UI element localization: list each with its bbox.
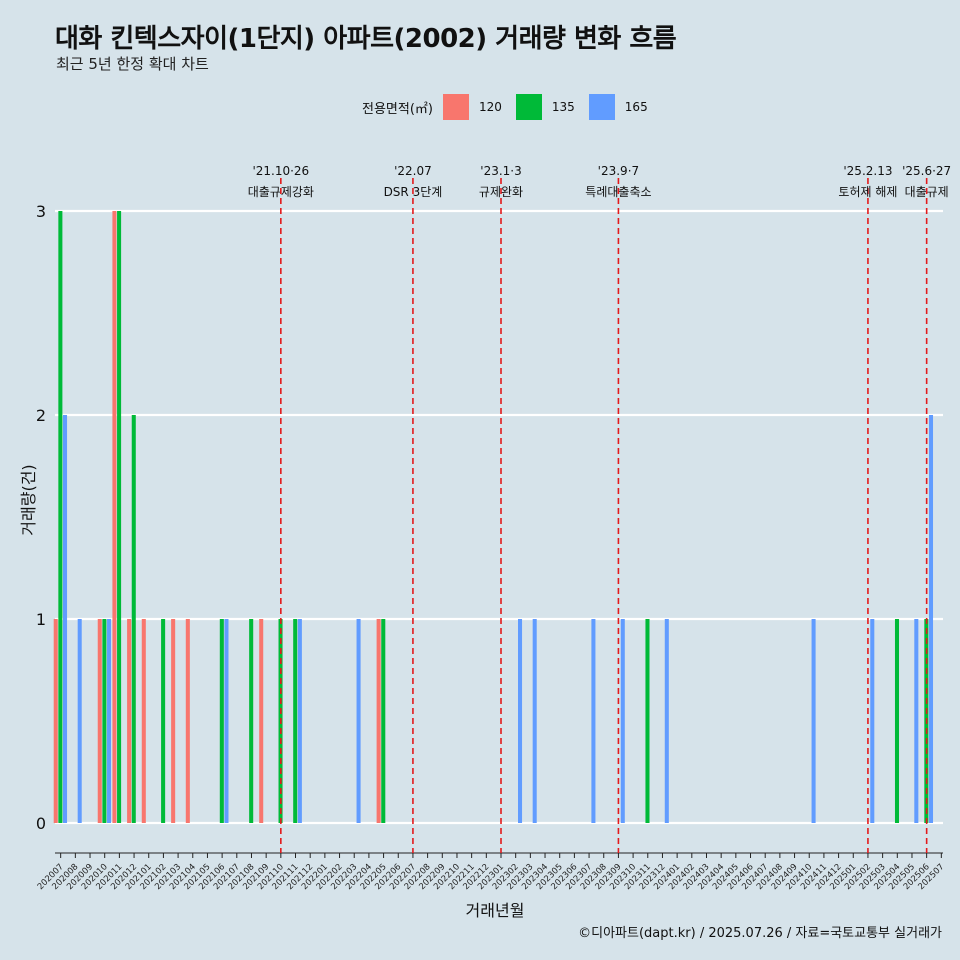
bar-120-202205 <box>376 619 381 823</box>
event-label: 규제완화 <box>479 185 523 199</box>
bar-120-202109 <box>259 619 264 823</box>
bar-135-202007 <box>58 211 63 823</box>
bar-120-202007 <box>53 619 58 823</box>
bar-165-202111 <box>297 619 302 823</box>
event-date: '23.9·7 <box>598 164 639 178</box>
bar-165-202502 <box>870 619 875 823</box>
bar-165-202309 <box>620 619 625 823</box>
chart-title: 대화 킨텍스자이(1단지) 아파트(2002) 거래량 변화 흐름 <box>55 24 677 54</box>
event-label: 토허제 해제 <box>838 185 897 199</box>
bar-165-202010 <box>107 619 112 823</box>
event-label: DSR 3단계 <box>384 185 443 199</box>
legend-label-165: 165 <box>624 100 648 114</box>
bar-120-202010 <box>97 619 102 823</box>
bar-165-202106 <box>224 619 229 823</box>
bar-135-202010 <box>102 619 107 823</box>
legend-item-165: 165 <box>588 94 654 120</box>
source-caption: ©디아파트(dapt.kr) / 2025.07.26 / 자료=국토교통부 실… <box>578 926 942 941</box>
chart-subtitle: 최근 5년 한정 확대 차트 <box>56 55 209 73</box>
x-axis-label: 거래년월 <box>465 901 525 920</box>
bar-120-202012 <box>127 619 132 823</box>
bar-135-202205 <box>381 619 386 823</box>
bar-135-202011 <box>117 211 122 823</box>
bar-120-202104 <box>185 619 190 823</box>
legend-title: 전용면적(㎡) <box>362 101 433 117</box>
legend-label-135: 135 <box>551 100 575 114</box>
bar-165-202303 <box>532 619 537 823</box>
bar-135-202102 <box>161 619 166 823</box>
legend-item-120: 120 <box>442 94 508 120</box>
bar-120-202103 <box>171 619 176 823</box>
legend-swatch-120 <box>442 94 469 120</box>
bar-165-202506 <box>928 415 934 823</box>
bar-135-202106 <box>219 619 224 823</box>
bar-135-202311 <box>645 619 650 823</box>
bar-165-202203 <box>356 619 361 823</box>
legend-label-120: 120 <box>478 100 502 114</box>
event-label: 대출규제 <box>905 185 949 199</box>
legend-swatch-165 <box>588 94 615 120</box>
bar-165-202008 <box>77 619 82 823</box>
bar-135-202111 <box>293 619 298 823</box>
bar-135-202504 <box>894 619 900 823</box>
event-label: 대출규제강화 <box>248 185 314 199</box>
event-date: '25.6·27 <box>902 164 951 178</box>
legend-swatch-135 <box>515 94 542 120</box>
y-tick-label: 2 <box>36 406 46 425</box>
event-date: '25.2.13 <box>843 164 892 178</box>
bar-165-202312 <box>664 619 669 823</box>
legend: 전용면적(㎡) 120 135 165 <box>362 92 662 122</box>
legend-item-135: 135 <box>515 94 581 120</box>
event-date: '22.07 <box>394 164 432 178</box>
y-axis-label: 거래량(건) <box>19 464 38 536</box>
bar-165-202505 <box>914 619 919 823</box>
bar-165-202007 <box>62 415 68 823</box>
bar-165-202410 <box>811 619 816 823</box>
y-tick-label: 3 <box>36 202 46 221</box>
y-tick-label: 0 <box>36 814 46 833</box>
bar-135-202108 <box>249 619 254 823</box>
bar-135-202012 <box>131 415 136 823</box>
event-label: 특례대출축소 <box>585 185 651 199</box>
event-date: '21.10·26 <box>252 164 309 178</box>
bar-120-202101 <box>141 619 146 823</box>
bar-120-202011 <box>112 211 117 823</box>
bar-165-202307 <box>591 619 596 823</box>
bar-165-202302 <box>518 619 523 823</box>
y-tick-label: 1 <box>36 610 46 629</box>
event-date: '23.1·3 <box>480 164 521 178</box>
